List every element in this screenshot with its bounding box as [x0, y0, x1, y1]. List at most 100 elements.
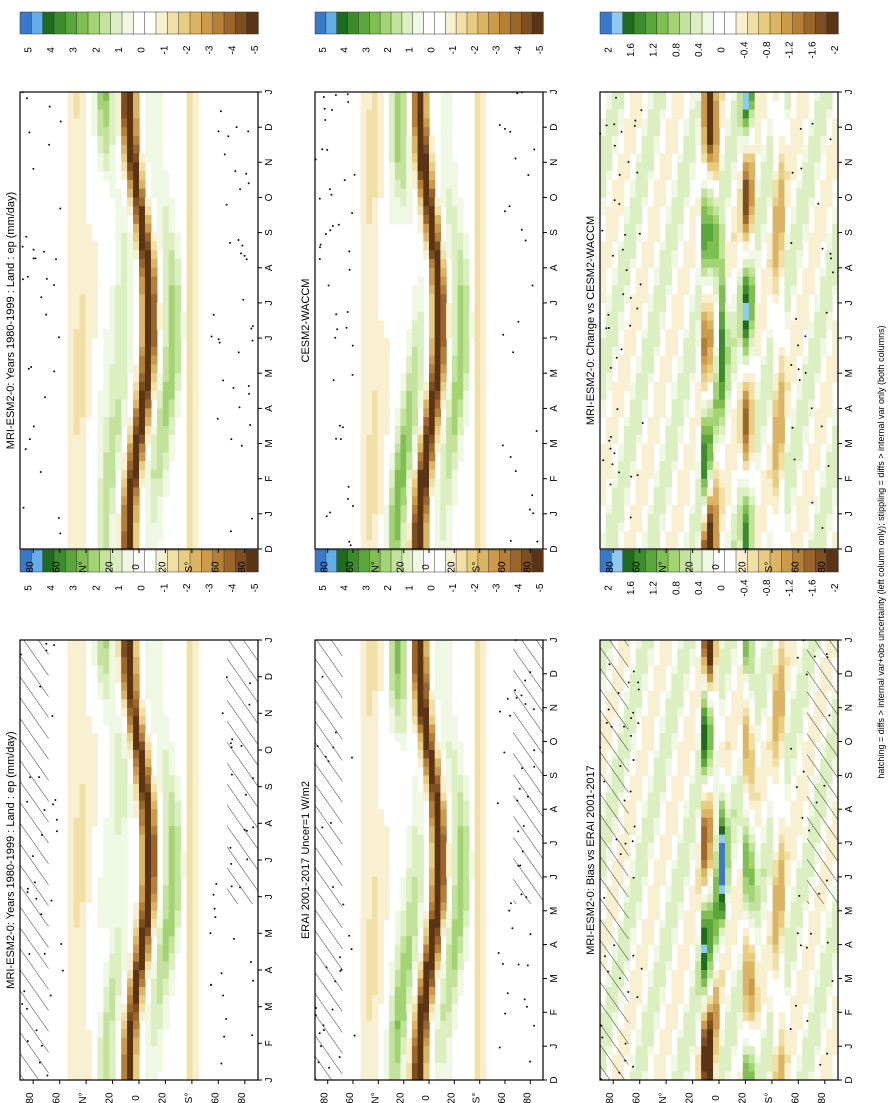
heatmap-cell [736, 902, 744, 912]
heatmap-cell [671, 995, 678, 1005]
heatmap-cell [372, 434, 379, 445]
heatmap-cell [360, 876, 367, 886]
colorbar-label: 5 [318, 585, 329, 591]
heatmap-cell [121, 699, 128, 709]
stipple-dot [506, 992, 509, 995]
heatmap-cell [463, 876, 470, 886]
heatmap-cell [377, 809, 384, 819]
heatmap-cell [480, 188, 487, 199]
heatmap-cell [406, 135, 413, 146]
heatmap-cell [121, 127, 128, 137]
heatmap-cell [683, 656, 690, 666]
heatmap-cell [451, 953, 459, 963]
heatmap-cell [434, 927, 441, 937]
heatmap-cell [434, 496, 441, 506]
heatmap-cell [440, 843, 447, 853]
heatmap-cell [67, 699, 75, 709]
heatmap-cell [713, 893, 720, 903]
heatmap-cell [417, 144, 424, 155]
heatmap-cell [144, 425, 152, 436]
heatmap-cell [144, 285, 152, 295]
heatmap-cell [103, 162, 110, 172]
heatmap-cell [457, 434, 464, 445]
heatmap-cell [659, 1054, 667, 1064]
heatmap-cell [79, 355, 87, 366]
heatmap-cell [150, 487, 158, 497]
heatmap-cell [377, 843, 384, 853]
heatmap-cell [713, 902, 720, 912]
heatmap-cell [133, 373, 140, 383]
lat-label: 20 [396, 561, 407, 573]
heatmap-cell [67, 673, 75, 683]
heatmap-cell [103, 978, 110, 988]
stipple-dot [55, 258, 57, 261]
heatmap-cell [73, 673, 81, 683]
heatmap-cell [133, 741, 140, 751]
heatmap-cell [139, 800, 146, 810]
heatmap-cell [736, 758, 744, 768]
heatmap-cell [103, 425, 110, 436]
heatmap-cell [707, 834, 714, 844]
heatmap-cell [394, 1063, 402, 1073]
month-label: A [264, 264, 275, 271]
stipple-dot [237, 351, 240, 354]
heatmap-cell [73, 162, 81, 172]
stipple-dot [21, 1003, 24, 1005]
heatmap-cell [360, 390, 367, 401]
heatmap-cell [394, 127, 402, 137]
heatmap-cell [366, 724, 373, 734]
heatmap-cell [695, 851, 702, 861]
stipple-dot [496, 802, 499, 805]
heatmap-cell [635, 690, 643, 700]
heatmap-cell [724, 673, 732, 683]
heatmap-cell [115, 860, 122, 870]
heatmap-cell [647, 843, 655, 853]
heatmap-cell [97, 144, 104, 155]
heatmap-cell [440, 320, 447, 330]
heatmap-cell [121, 399, 128, 409]
stipple-dot [525, 896, 528, 899]
heatmap-cell [156, 531, 164, 541]
heatmap-cell [67, 215, 75, 225]
heatmap-cell [156, 944, 164, 954]
heatmap-cell [635, 834, 643, 844]
heatmap-cell [389, 640, 396, 650]
heatmap-cell [417, 868, 424, 878]
heatmap-cell [103, 1029, 110, 1039]
heatmap-cell [713, 944, 720, 954]
heatmap-cell [417, 834, 424, 844]
heatmap-cell [97, 425, 104, 436]
heatmap-cell [360, 144, 367, 155]
heatmap-cell [144, 665, 152, 675]
heatmap-cell [480, 469, 487, 480]
heatmap-cell [366, 258, 373, 269]
colorbar-swatch [369, 11, 381, 35]
heatmap-cell [701, 766, 708, 776]
heatmap-cell [360, 995, 367, 1005]
heatmap-cell [115, 382, 122, 392]
heatmap-cell [683, 1020, 690, 1030]
heatmap-cell [423, 783, 430, 793]
heatmap-cell [150, 496, 158, 506]
heatmap-cell [451, 425, 459, 436]
heatmap-cell [109, 1037, 116, 1047]
heatmap-cell [103, 826, 110, 836]
lat-label: 20 [446, 1092, 457, 1103]
heatmap-cell [754, 885, 762, 895]
heatmap-cell [719, 978, 726, 988]
heatmap-cell [383, 522, 390, 533]
heatmap-cell [192, 885, 200, 895]
heatmap-cell [440, 800, 447, 810]
heatmap-cell [474, 936, 481, 946]
stipple-dot [214, 916, 217, 919]
colorbar-label: -1 [448, 583, 459, 592]
heatmap-cell [150, 817, 158, 827]
heatmap-cell [383, 893, 390, 903]
heatmap-cell [144, 800, 152, 810]
heatmap-cell [97, 469, 104, 480]
heatmap-cell [73, 417, 81, 427]
heatmap-cell [360, 197, 367, 207]
heatmap-cell [389, 505, 396, 515]
heatmap-cell [121, 364, 128, 374]
heatmap-cell [115, 868, 122, 878]
